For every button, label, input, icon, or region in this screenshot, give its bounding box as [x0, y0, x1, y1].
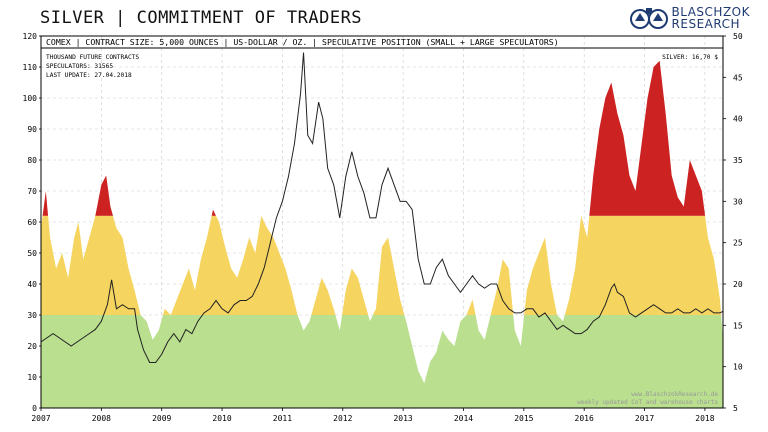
x-tick-label: 2017	[635, 414, 654, 423]
logo-emblem-icon	[629, 8, 668, 29]
watermark-line-2: weekly updated CoT and warehouse charts	[577, 399, 718, 406]
y-left-tick-label: 100	[23, 94, 38, 103]
x-tick-label: 2018	[695, 414, 714, 423]
x-tick-label: 2008	[92, 414, 111, 423]
x-tick-label: 2010	[212, 414, 231, 423]
x-tick-label: 2013	[393, 414, 412, 423]
area-band-0	[41, 315, 723, 408]
y-right-tick-label: 15	[733, 321, 743, 330]
silver-price-label: SILVER: 16,70 $	[662, 54, 718, 61]
watermark-line-1: www.BlaschzokResearch.de	[631, 391, 718, 398]
y-left-tick-label: 40	[27, 280, 37, 289]
logo: BLASCHZOK RESEARCH	[629, 4, 750, 32]
page-title: SILVER | COMMITMENT OF TRADERS	[40, 8, 363, 28]
logo-text: BLASCHZOK RESEARCH	[672, 6, 750, 30]
y-left-tick-label: 70	[27, 187, 37, 196]
info-line-3: LAST UPDATE: 27.04.2018	[46, 72, 132, 79]
y-left-tick-label: 50	[27, 249, 37, 258]
info-line-2: SPECULATORS: 31565	[46, 63, 113, 70]
y-left-tick-label: 0	[32, 404, 37, 413]
y-right-tick-label: 50	[733, 32, 743, 41]
silver-price-line	[41, 52, 723, 364]
area-band-1	[41, 215, 723, 315]
y-left-tick-label: 110	[23, 63, 38, 72]
logo-line1: BLASCHZOK	[671, 5, 750, 19]
y-right-tick-label: 40	[733, 115, 743, 124]
y-left-tick-label: 80	[27, 156, 37, 165]
info-line-1: THOUSAND FUTURE CONTRACTS	[46, 54, 139, 61]
y-left-tick-label: 30	[27, 311, 37, 320]
y-left-tick-label: 10	[27, 373, 37, 382]
y-right-tick-label: 20	[733, 280, 743, 289]
x-tick-label: 2016	[575, 414, 594, 423]
y-right-tick-label: 25	[733, 239, 743, 248]
x-tick-label: 2012	[333, 414, 352, 423]
y-right-tick-label: 5	[733, 404, 738, 413]
y-left-tick-label: 20	[27, 342, 37, 351]
x-tick-label: 2011	[273, 414, 292, 423]
y-left-tick-label: 60	[27, 218, 37, 227]
y-right-tick-label: 30	[733, 197, 743, 206]
y-right-tick-label: 10	[733, 363, 743, 372]
y-left-tick-label: 90	[27, 125, 37, 134]
x-tick-label: 2015	[514, 414, 533, 423]
y-right-tick-label: 45	[733, 73, 743, 82]
silver-line-path	[41, 52, 723, 364]
y-left-tick-label: 120	[23, 32, 38, 41]
chart-subtitle: COMEX | CONTRACT SIZE: 5,000 OUNCES | US…	[46, 37, 559, 47]
logo-line2: RESEARCH	[671, 17, 741, 31]
y-right-tick-label: 35	[733, 156, 743, 165]
x-tick-label: 2007	[31, 414, 50, 423]
x-tick-label: 2014	[454, 414, 473, 423]
x-tick-label: 2009	[152, 414, 171, 423]
axis-labels: 0 10 20 30 40 50 60 70 80 90 100 110 120 5 10 15 20 25 30 3…	[23, 32, 743, 423]
area-band-2	[41, 60, 723, 216]
